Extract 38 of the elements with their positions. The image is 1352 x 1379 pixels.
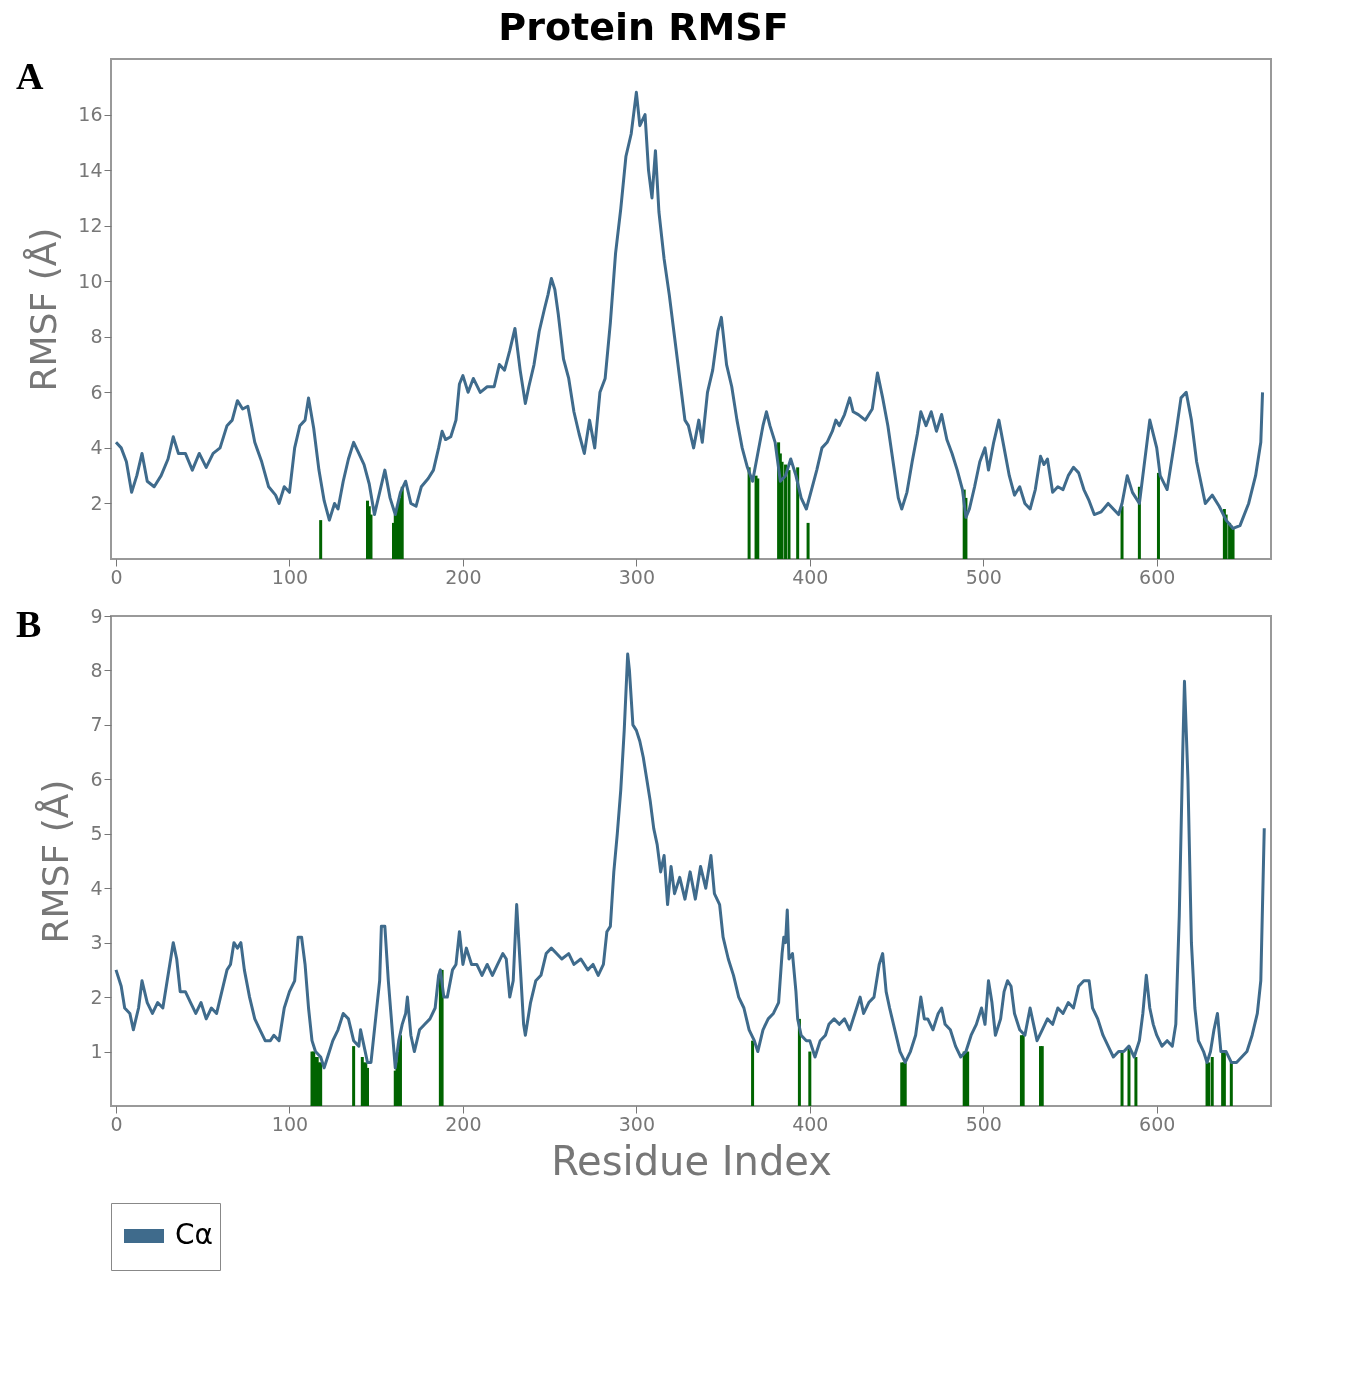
y-tick-label: 8 (90, 325, 103, 348)
y-tick-label: 12 (78, 214, 103, 237)
y-tick-label: 10 (78, 269, 103, 292)
chart-title: Protein RMSF (498, 5, 789, 49)
y-tick-label: 16 (78, 103, 103, 126)
x-tick-label: 0 (110, 565, 123, 588)
y-tick-label: 8 (90, 658, 103, 681)
y-tick-label: 3 (90, 931, 103, 954)
text: B (16, 603, 42, 645)
y-tick-label: 1 (90, 1040, 103, 1063)
x-tick-label: 500 (965, 1112, 1002, 1135)
x-tick-label: 100 (271, 1112, 309, 1135)
y-tick-label: 4 (90, 876, 103, 899)
y-tick-label: 6 (90, 767, 103, 790)
y-axis-title: RMSF (Å) (34, 779, 77, 944)
x-tick-label: 500 (965, 565, 1002, 588)
x-tick-label: 600 (1139, 565, 1176, 588)
y-tick-label: 6 (90, 380, 103, 403)
y-tick-label: 9 (90, 604, 103, 627)
y-axis-title: RMSF (Å) (22, 227, 65, 392)
y-tick-label: 14 (78, 158, 103, 181)
x-tick-label: 0 (110, 1112, 123, 1135)
x-tick-label: 400 (792, 565, 829, 588)
x-axis-title: Residue Index (551, 1137, 832, 1184)
x-tick-label: 200 (445, 565, 482, 588)
legend-label: Cα (175, 1218, 214, 1251)
x-tick-label: 100 (271, 565, 309, 588)
y-tick-label: 7 (90, 713, 103, 736)
x-tick-label: 300 (618, 565, 655, 588)
x-tick-label: 600 (1139, 1112, 1176, 1135)
y-tick-label: 2 (90, 491, 103, 514)
x-tick-label: 200 (445, 1112, 482, 1135)
y-tick-label: 4 (90, 436, 103, 459)
x-tick-label: 300 (618, 1112, 655, 1135)
text: A (16, 55, 44, 97)
y-tick-label: 5 (90, 822, 103, 845)
x-tick-label: 400 (792, 1112, 829, 1135)
y-tick-label: 2 (90, 985, 103, 1008)
